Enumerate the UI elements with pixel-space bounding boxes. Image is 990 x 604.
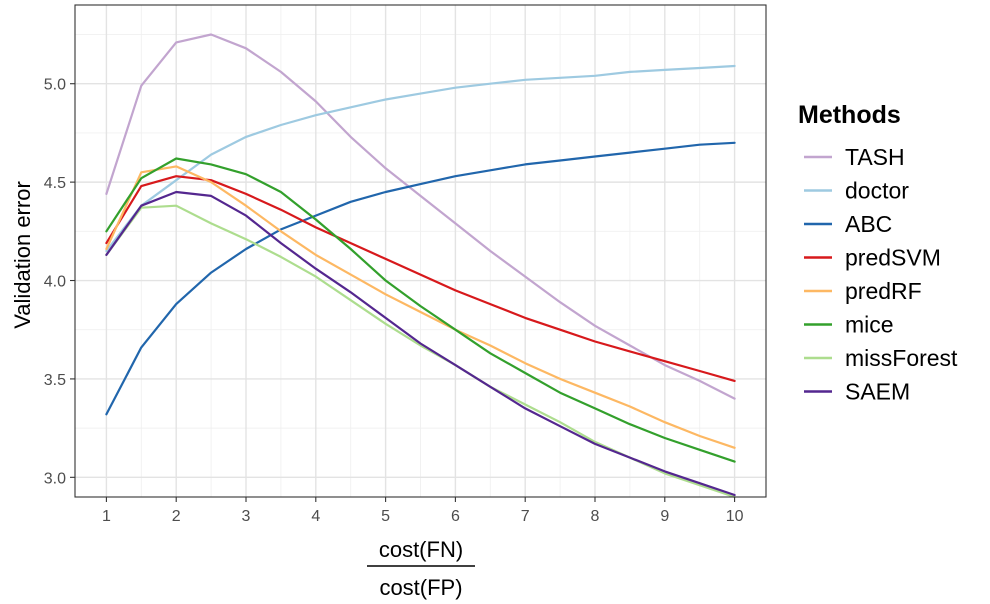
x-tick-label: 9	[660, 508, 669, 525]
legend-item-predrf: predRF	[804, 278, 922, 304]
x-tick-label: 5	[381, 508, 390, 525]
legend-item-mice: mice	[804, 312, 894, 338]
legend-item-tash: TASH	[804, 144, 905, 170]
series-line-predrf	[105, 165, 736, 449]
x-tick-label: 3	[242, 508, 251, 525]
legend-label-tash: TASH	[845, 144, 905, 170]
legend-label-abc: ABC	[845, 211, 892, 237]
legend-label-missforest: missForest	[845, 345, 958, 371]
y-tick-label: 5.0	[44, 77, 66, 94]
legend-label-predrf: predRF	[845, 278, 922, 304]
y-axis-title: Validation error	[10, 181, 35, 329]
x-tick-label: 2	[172, 508, 181, 525]
plot-panel-border	[74, 4, 767, 498]
x-axis-title-numerator: cost(FN)	[379, 537, 463, 562]
legend-label-mice: mice	[845, 312, 894, 338]
legend-label-predsvm: predSVM	[845, 245, 941, 271]
series-line-tash	[105, 33, 736, 400]
series-lines	[105, 33, 736, 499]
legend-item-saem: SAEM	[804, 379, 910, 405]
y-tick-label: 4.5	[44, 175, 66, 192]
x-tick-label: 6	[451, 508, 460, 525]
y-tick-label: 4.0	[44, 274, 66, 291]
major-gridlines	[75, 5, 766, 497]
y-tick-label: 3.0	[44, 470, 66, 487]
x-tick-label: 1	[102, 508, 111, 525]
series-line-mice	[105, 157, 736, 463]
x-axis-title: cost(FN) cost(FP)	[367, 537, 475, 600]
legend-item-abc: ABC	[804, 211, 892, 237]
x-tick-label: 7	[521, 508, 530, 525]
x-axis-title-denominator: cost(FP)	[379, 575, 462, 600]
legend-item-doctor: doctor	[804, 178, 909, 204]
y-tick-label: 3.5	[44, 372, 66, 389]
legend-label-saem: SAEM	[845, 379, 910, 405]
x-tick-label: 8	[591, 508, 600, 525]
series-line-abc	[105, 141, 736, 416]
series-line-doctor	[105, 64, 736, 253]
y-axis-ticks: 3.0 3.5 4.0 4.5 5.0	[44, 77, 75, 487]
legend-item-predsvm: predSVM	[804, 245, 941, 271]
series-line-predsvm	[105, 175, 736, 382]
x-tick-label: 10	[726, 508, 744, 525]
series-line-saem	[105, 190, 736, 497]
legend: Methods TASH doctor ABC predSVM predRF mice mi…	[798, 101, 958, 405]
legend-item-missforest: missForest	[804, 345, 958, 371]
legend-label-doctor: doctor	[845, 178, 909, 204]
x-axis-ticks: 1 2 3 4 5 6 7 8 9 10	[102, 497, 744, 525]
x-tick-label: 4	[311, 508, 320, 525]
legend-title: Methods	[798, 101, 901, 129]
